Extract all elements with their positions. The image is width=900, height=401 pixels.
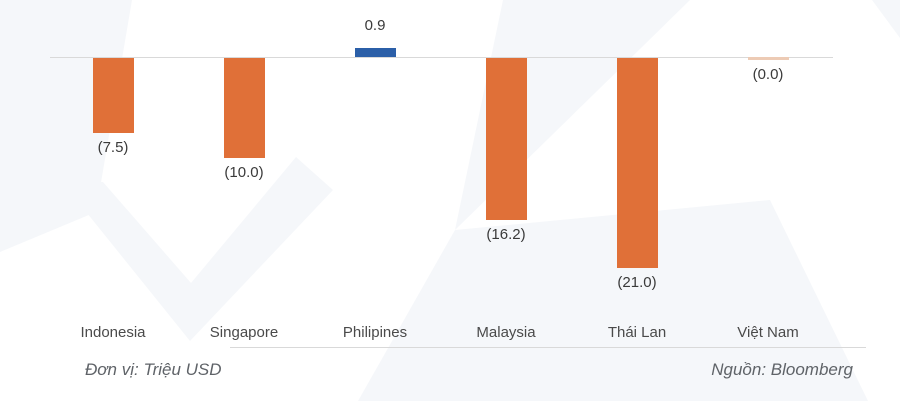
- value-label: (7.5): [97, 139, 129, 156]
- bar: [616, 58, 658, 268]
- bar: [747, 57, 789, 60]
- category-label: Philipines: [342, 324, 408, 341]
- watermark-v-stroke: [62, 157, 333, 341]
- bar: [223, 58, 265, 158]
- value-label: (21.0): [617, 274, 657, 291]
- value-label: (0.0): [752, 66, 784, 83]
- bar: [92, 58, 134, 133]
- category-label: Thái Lan: [607, 324, 667, 341]
- value-label: (10.0): [224, 164, 264, 181]
- x-axis-baseline: [50, 57, 833, 58]
- unit-note: Đơn vị: Triệu USD: [85, 360, 222, 379]
- watermark-top-right-corner: [872, 0, 900, 38]
- category-label: Việt Nam: [737, 324, 799, 341]
- category-label: Malaysia: [476, 324, 536, 341]
- watermark-bottom-right-band: [358, 200, 868, 401]
- category-label: Indonesia: [80, 324, 146, 341]
- footer-divider: [230, 347, 866, 348]
- bar: [485, 58, 527, 220]
- source-note: Nguồn: Bloomberg: [711, 360, 853, 379]
- value-label: 0.9: [364, 17, 386, 34]
- value-label: (16.2): [486, 226, 526, 243]
- bar: [354, 48, 396, 57]
- category-label: Singapore: [209, 324, 279, 341]
